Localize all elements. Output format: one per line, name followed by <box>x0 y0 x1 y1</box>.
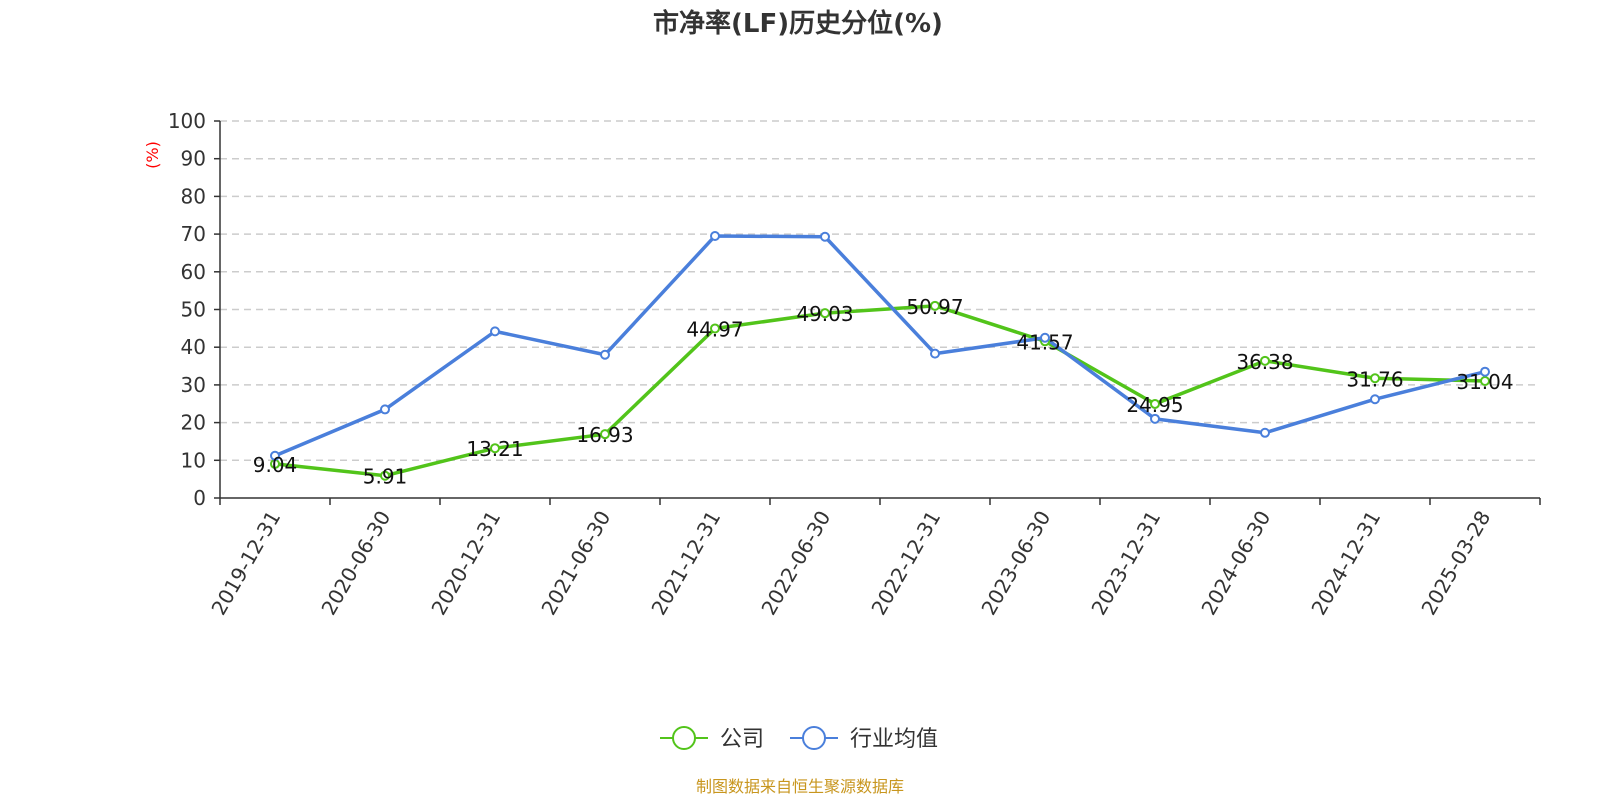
x-tick-label: 2020-06-30 <box>316 507 395 620</box>
data-label-company: 50.97 <box>906 295 963 319</box>
data-point-company <box>490 443 500 454</box>
data-point-company <box>380 470 390 481</box>
legend-item-company[interactable]: 公司 <box>660 726 764 752</box>
y-tick-label: 70 <box>181 222 206 246</box>
data-point-industry-average <box>270 450 280 461</box>
series-line-industry-average <box>274 234 1486 458</box>
x-tick-label: 2022-12-31 <box>866 507 945 620</box>
data-point-industry-average <box>710 230 720 241</box>
data-point-industry-average <box>820 231 830 242</box>
data-point-company <box>820 308 830 319</box>
y-tick-label: 60 <box>181 260 206 284</box>
data-point-industry-average <box>600 349 610 360</box>
x-tick-label: 2024-12-31 <box>1306 507 1385 620</box>
x-tick-label: 2021-12-31 <box>646 507 725 620</box>
x-tick-label: 2024-06-30 <box>1196 507 1275 620</box>
y-tick-label: 0 <box>193 486 206 510</box>
data-label-company: 44.97 <box>686 317 743 341</box>
x-tick-label: 2019-12-31 <box>206 507 285 620</box>
y-tick-label: 10 <box>181 448 206 472</box>
data-point-company <box>1480 375 1490 386</box>
y-tick-label: 50 <box>181 298 206 322</box>
x-tick-label: 2021-06-30 <box>536 507 615 620</box>
data-point-company <box>600 429 610 440</box>
legend-industry-marker <box>802 726 826 750</box>
chart-title: 市净率(LF)历史分位(%) <box>653 8 943 39</box>
legend-company-label: 公司 <box>720 727 764 752</box>
data-label-company: 13.21 <box>466 437 523 461</box>
x-tick-label: 2025-03-28 <box>1416 507 1495 620</box>
data-point-company <box>1370 373 1380 384</box>
legend[interactable]: 公司 行业均值 <box>660 726 938 752</box>
y-tick-label: 90 <box>181 147 206 171</box>
data-point-company <box>930 300 940 311</box>
data-labels: 9.04 5.91 13.21 16.93 44.97 49.03 50.97 41.57 24… <box>253 295 1514 489</box>
data-source-note: 制图数据来自恒生聚源数据库 <box>696 777 904 796</box>
data-label-company: 31.76 <box>1346 367 1403 391</box>
y-axis-ticks: 0 10 20 30 40 50 60 70 80 90 100 <box>168 109 220 510</box>
y-tick-label: 100 <box>168 109 206 133</box>
data-label-company: 5.91 <box>363 465 408 489</box>
data-point-company <box>1260 355 1270 366</box>
y-tick-label: 40 <box>181 335 206 359</box>
x-axis-ticks: 2019-12-31 2020-06-30 2020-12-31 2021-06-30… <box>206 498 1541 620</box>
data-point-company <box>710 323 720 334</box>
data-point-industry-average <box>1480 366 1490 377</box>
data-point-industry-average <box>930 348 940 359</box>
legend-company-marker <box>672 726 696 750</box>
y-tick-label: 20 <box>181 411 206 435</box>
data-label-company: 16.93 <box>576 423 633 447</box>
data-point-industry-average <box>1150 413 1160 424</box>
series-group <box>270 230 1490 481</box>
data-label-company: 49.03 <box>796 302 853 326</box>
data-point-industry-average <box>1260 427 1270 438</box>
y-tick-label: 80 <box>181 184 206 208</box>
x-tick-label: 2022-06-30 <box>756 507 835 620</box>
y-axis-unit: (%) <box>143 141 162 169</box>
data-point-industry-average <box>380 404 390 415</box>
x-tick-label: 2023-12-31 <box>1086 507 1165 620</box>
series-line-company <box>274 304 1486 478</box>
legend-industry-label: 行业均值 <box>850 727 938 752</box>
data-label-company: 24.95 <box>1126 393 1183 417</box>
data-label-company: 36.38 <box>1236 350 1293 374</box>
data-point-company <box>1150 398 1160 409</box>
data-label-company: 31.04 <box>1456 370 1513 394</box>
data-label-company: 9.04 <box>253 453 298 477</box>
data-label-company: 41.57 <box>1016 330 1073 354</box>
data-point-industry-average <box>490 326 500 337</box>
data-point-industry-average <box>1370 394 1380 405</box>
x-tick-label: 2020-12-31 <box>426 507 505 620</box>
x-tick-label: 2023-06-30 <box>976 507 1055 620</box>
data-point-industry-average <box>1040 332 1050 343</box>
y-tick-label: 30 <box>181 373 206 397</box>
legend-item-industry-average[interactable]: 行业均值 <box>790 726 938 752</box>
